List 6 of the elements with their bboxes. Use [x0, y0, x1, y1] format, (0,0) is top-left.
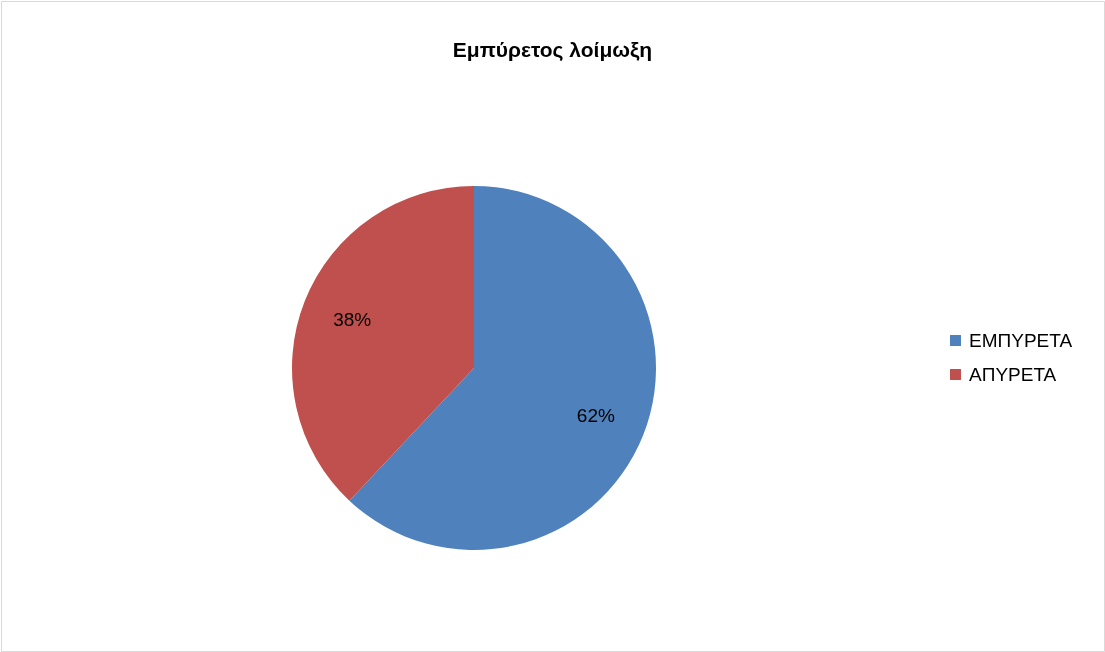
legend-label: ΑΠΥΡΕΤΑ [969, 363, 1057, 385]
data-label: 62% [576, 405, 615, 427]
chart-title: Εμπύρετος λοίμωξη [452, 38, 653, 62]
pie-slice [292, 186, 474, 501]
legend-label: ΕΜΠΥΡΕΤΑ [969, 329, 1073, 351]
data-label: 38% [333, 308, 372, 330]
